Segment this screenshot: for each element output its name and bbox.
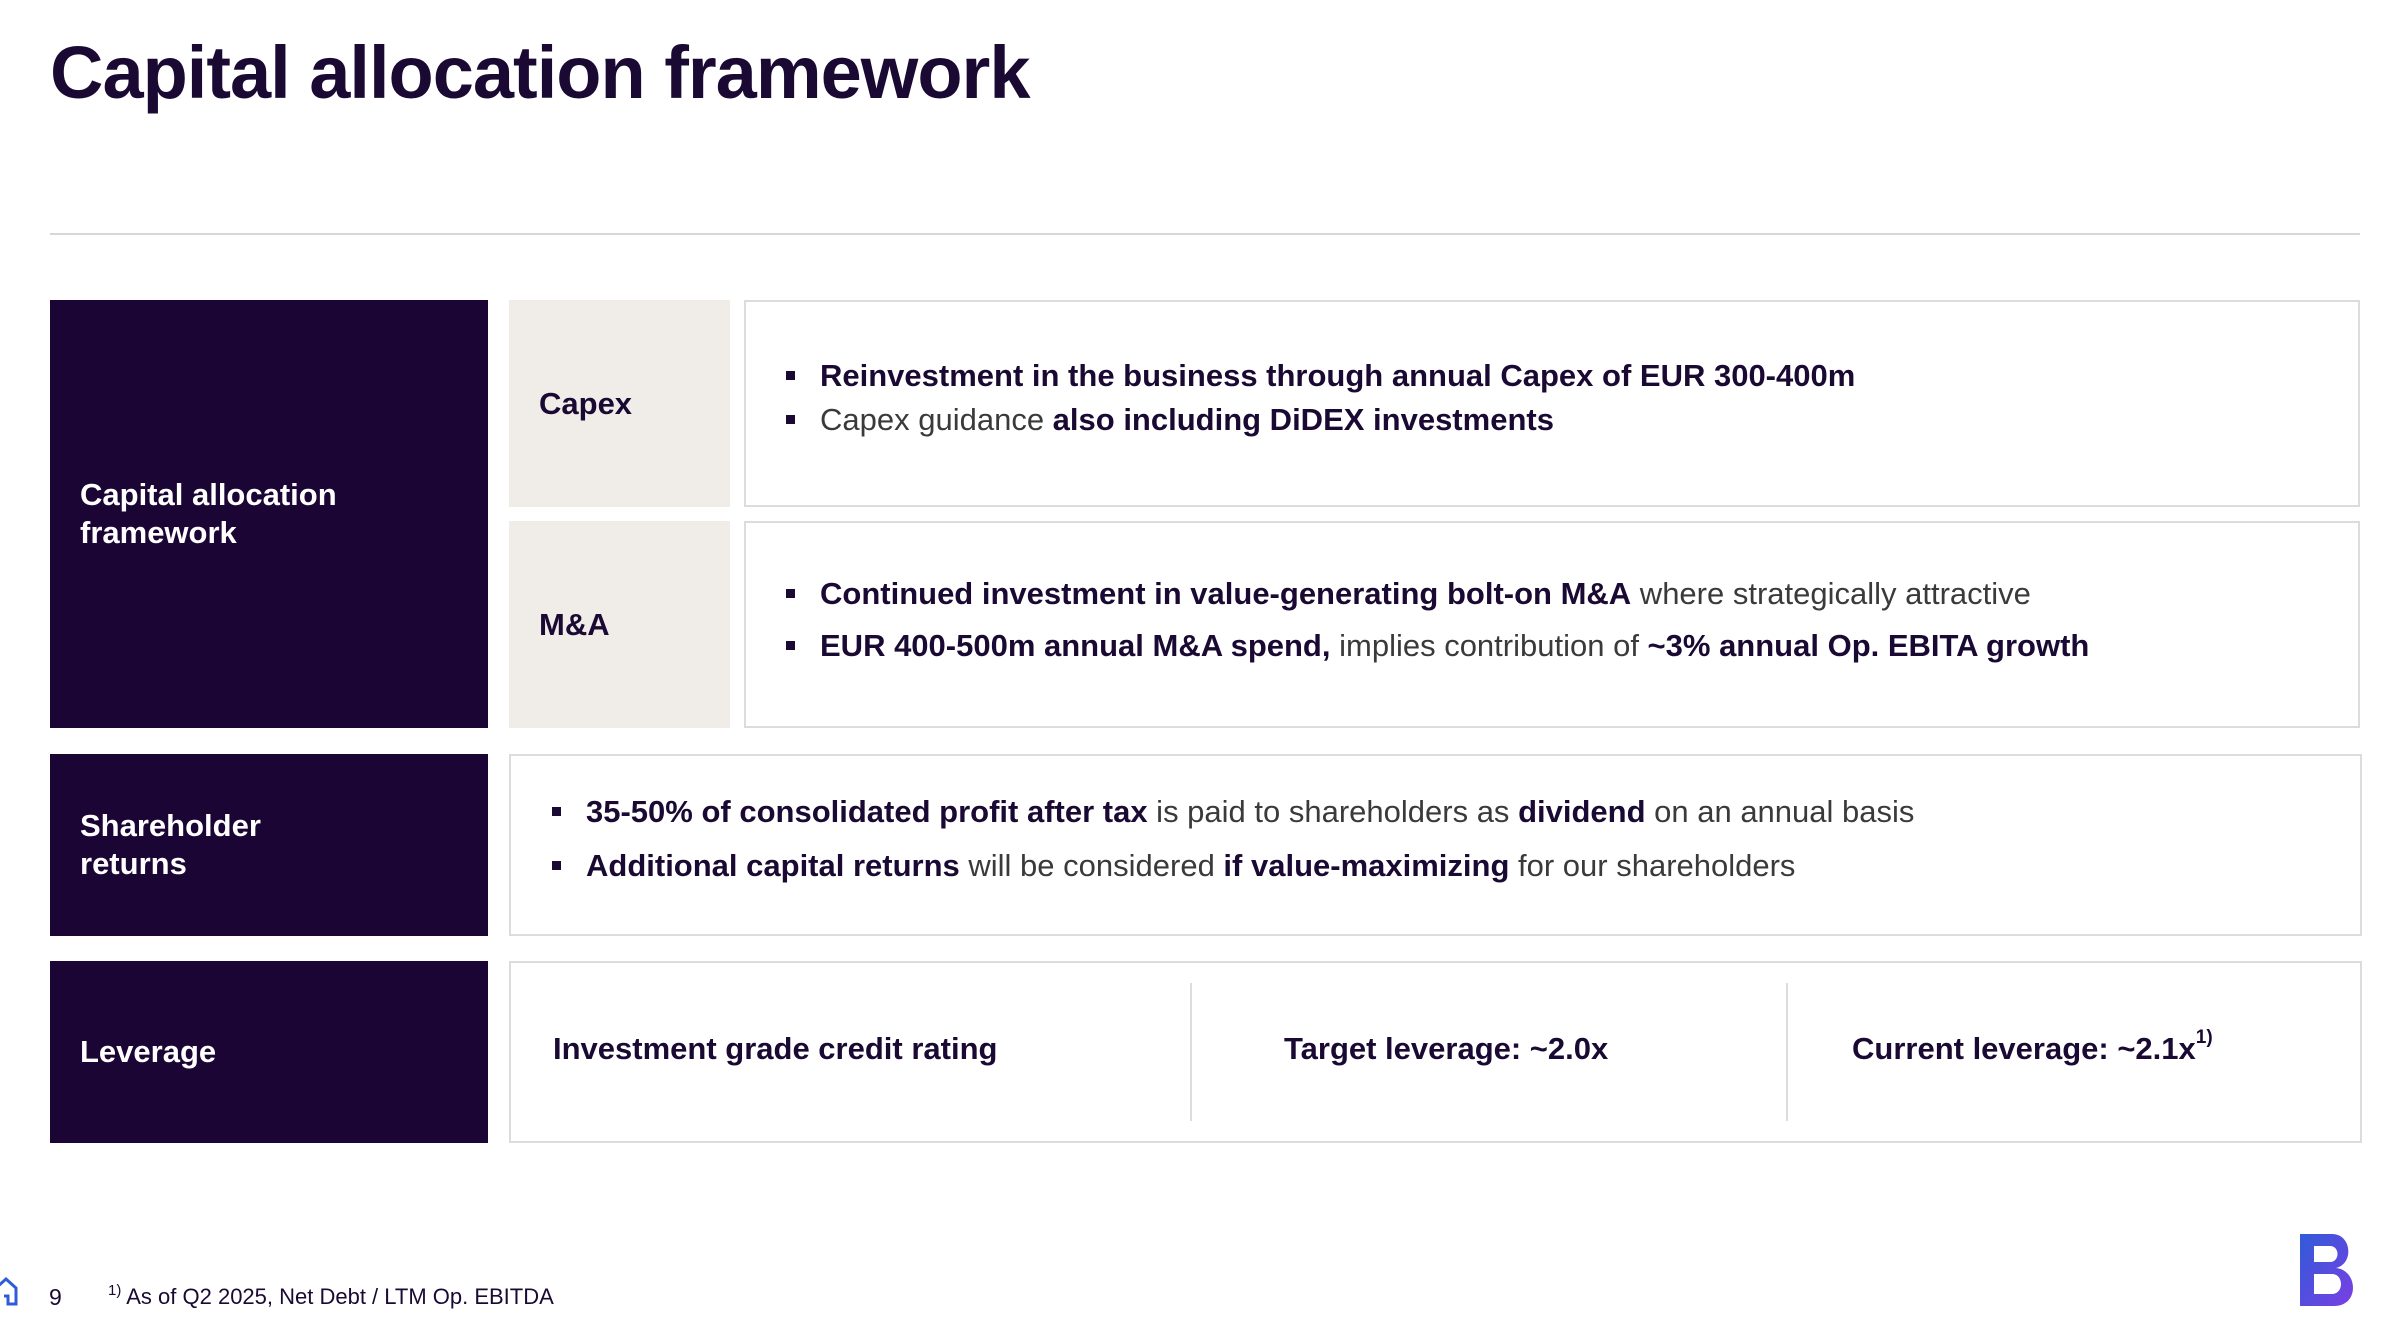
leverage-separator-1 [1190, 983, 1192, 1121]
ma-details-box [744, 521, 2360, 728]
ma-bullet-1: Continued investment in value-generating… [784, 576, 2089, 612]
capex-bullet-1: Reinvestment in the business through ann… [784, 358, 1855, 394]
shareholder-returns-label-line2: returns [80, 846, 187, 881]
capex-details-box [744, 300, 2360, 507]
ma-bullet-2: EUR 400-500m annual M&A spend, implies c… [784, 628, 2089, 664]
shareholder-returns-box [509, 754, 2362, 936]
ma-bullet-list: Continued investment in value-generating… [784, 576, 2089, 664]
leverage-separator-2 [1786, 983, 1788, 1121]
shareholder-returns-label-block: Shareholder returns [50, 754, 488, 936]
leverage-label-block: Leverage [50, 961, 488, 1143]
capital-allocation-label-line2: framework [80, 515, 237, 550]
page-title: Capital allocation framework [50, 31, 1030, 114]
leverage-label: Leverage [80, 1034, 217, 1069]
leverage-target: Target leverage: ~2.0x [1284, 1031, 1609, 1066]
home-icon[interactable] [0, 1268, 20, 1308]
shareholder-returns-bullet-2: Additional capital returns will be consi… [550, 848, 1914, 884]
page-number: 9 [49, 1284, 62, 1310]
ma-label-block: M&A [509, 521, 730, 728]
ma-label: M&A [539, 606, 610, 642]
capex-label: Capex [539, 385, 633, 421]
capital-allocation-label-block: Capital allocation framework [50, 300, 488, 728]
leverage-current: Current leverage: ~2.1x1) [1852, 1027, 2213, 1066]
leverage-credit-rating: Investment grade credit rating [553, 1031, 998, 1066]
capital-allocation-label-line1: Capital allocation [80, 477, 337, 512]
company-logo [2300, 1234, 2353, 1306]
capex-bullet-2: Capex guidance also including DiDEX inve… [784, 402, 1855, 438]
leverage-current-footnote-ref: 1) [2195, 1027, 2213, 1048]
shareholder-returns-label-line1: Shareholder [80, 808, 261, 843]
title-divider [50, 233, 2360, 235]
leverage-box [509, 961, 2362, 1143]
shareholder-returns-bullet-1: 35-50% of consolidated profit after tax … [550, 794, 1914, 830]
capex-bullet-list: Reinvestment in the business through ann… [784, 358, 1855, 438]
capex-label-block: Capex [509, 300, 730, 507]
shareholder-returns-bullet-list: 35-50% of consolidated profit after tax … [550, 794, 1914, 884]
footnote: 1) As of Q2 2025, Net Debt / LTM Op. EBI… [108, 1282, 554, 1309]
